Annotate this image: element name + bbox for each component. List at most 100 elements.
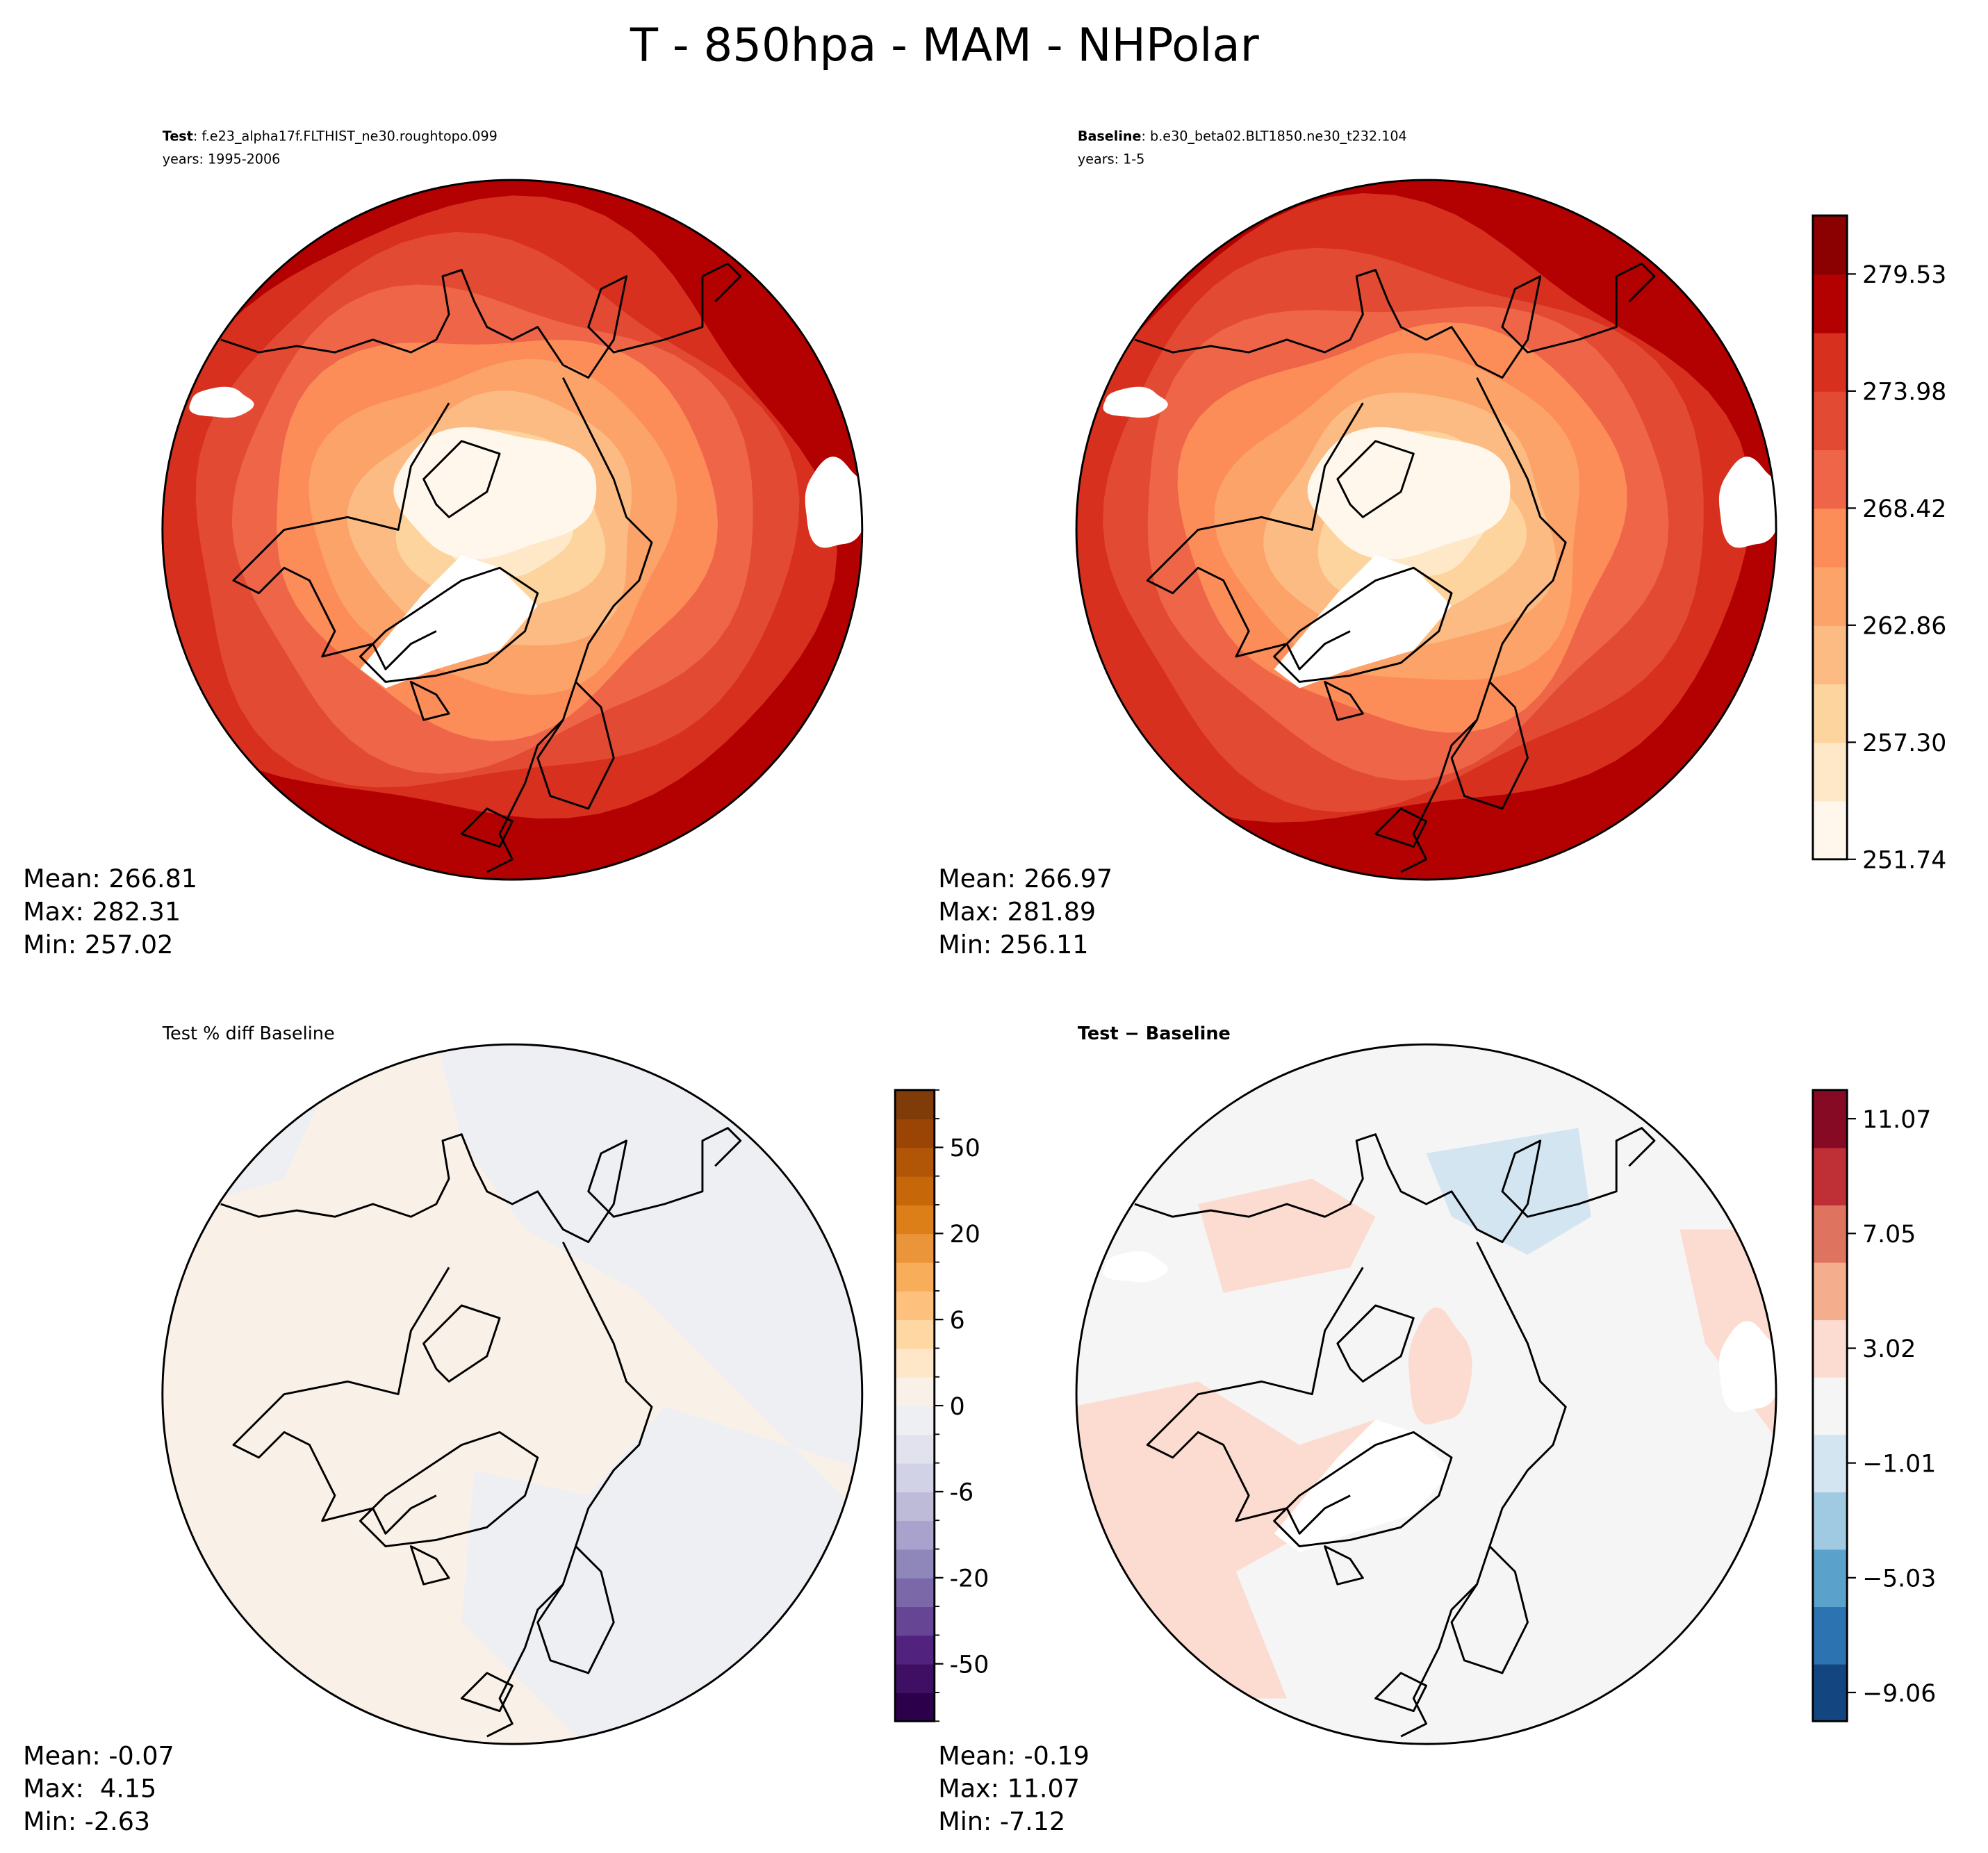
coastline [460, 1672, 514, 1713]
missing-data [189, 386, 254, 418]
contour-fill [436, 1044, 862, 1745]
colorbar-tick-label: 257.30 [1862, 730, 1946, 757]
colorbar-bin [895, 1549, 935, 1579]
colorbar-tick-label: 20 [950, 1221, 980, 1249]
test-max: Max: 282.31 [23, 896, 181, 926]
colorbar-bin [1812, 1147, 1848, 1205]
map-boundary [161, 179, 864, 881]
map-boundary [1075, 179, 1777, 881]
colorbar-diff: −9.06 −5.03 −1.01 3.02 7.05 11.07 [1812, 1089, 1936, 1722]
colorbar-bin [895, 1606, 935, 1636]
test-mean: Mean: 266.81 [23, 864, 197, 893]
colorbar-tick-label: 11.07 [1862, 1106, 1931, 1134]
colorbar-bin [895, 1663, 935, 1693]
coastline [536, 681, 615, 810]
colorbar-bin [895, 1577, 935, 1608]
colorbar-bin [1812, 1376, 1848, 1435]
coastline [220, 1127, 742, 1244]
coastline [536, 1545, 615, 1674]
coastline [1374, 1672, 1428, 1713]
colorbar-tick-label: 7.05 [1862, 1221, 1916, 1249]
colorbar-bin [1812, 1434, 1848, 1492]
coastline [1146, 402, 1364, 670]
colorbar-bin [895, 1376, 935, 1406]
coastline [1336, 1304, 1415, 1383]
missing-data [1274, 555, 1452, 689]
colorbar-tick-label: −1.01 [1862, 1450, 1936, 1478]
colorbar-tick-label: 273.98 [1862, 379, 1946, 406]
missing-data [1718, 456, 1777, 548]
test-subtitle: years: 1995-2006 [163, 151, 281, 167]
colorbar-tick-label: -50 [950, 1651, 989, 1679]
coastline [486, 1242, 653, 1738]
colorbar-bin [1812, 450, 1848, 509]
diff-mean: Mean: -0.19 [938, 1740, 1090, 1770]
map-test [162, 180, 862, 880]
colorbar-tick-label: 262.86 [1862, 613, 1946, 641]
baseline-title: Baseline: b.e30_beta02.BLT1850.ne30_t232… [1078, 128, 1407, 144]
colorbar-bin [895, 1406, 935, 1435]
colorbar-tick-label: 3.02 [1862, 1335, 1916, 1363]
map-diff [1076, 1044, 1777, 1745]
colorbar-bin [1812, 1606, 1848, 1665]
coastline [486, 377, 653, 873]
coastline [232, 402, 450, 670]
diff-title: Test − Baseline [1078, 1023, 1231, 1044]
coastline [220, 262, 742, 379]
diff-min: Min: -7.12 [938, 1806, 1065, 1836]
missing-data [1274, 1419, 1452, 1553]
missing-data [360, 555, 538, 689]
figure-title: T - 850hpa - MAM - NHPolar [630, 19, 1259, 72]
contour-fill [1426, 1128, 1591, 1255]
coastline [1134, 262, 1656, 379]
colorbar-bin [895, 1434, 935, 1464]
contour-fill [1307, 427, 1511, 560]
colorbar-bin [1812, 800, 1848, 860]
colorbar-bin [895, 1262, 935, 1292]
colorbar-bin [1812, 1319, 1848, 1378]
map-boundary [1075, 1043, 1777, 1745]
coastline [409, 680, 450, 721]
colorbar-bin [1812, 1262, 1848, 1321]
missing-data [1103, 1251, 1168, 1283]
pct-diff-mean: Mean: -0.07 [23, 1740, 174, 1770]
colorbar-bin [895, 1463, 935, 1492]
coastline [1273, 1431, 1453, 1547]
coastline [232, 1267, 450, 1535]
colorbar-bin [1812, 390, 1848, 451]
coastline [1324, 1545, 1364, 1586]
colorbar-bin [1812, 332, 1848, 392]
coastline [1374, 807, 1428, 848]
colorbar-tick-label: -20 [950, 1565, 989, 1593]
map-boundary [161, 1043, 864, 1745]
coastline [422, 440, 501, 518]
colorbar-tick-label: 0 [950, 1393, 965, 1421]
coastline [460, 807, 514, 848]
coastline [1400, 1242, 1567, 1738]
missing-data [1718, 1321, 1777, 1413]
coastline [359, 1431, 539, 1547]
colorbar-bin [1812, 1663, 1848, 1722]
colorbar-bin [1812, 1549, 1848, 1608]
colorbar-bin [895, 1119, 935, 1148]
colorbar-bin [1812, 566, 1848, 626]
colorbar-bin [895, 1635, 935, 1665]
colorbar-bin [1812, 215, 1848, 275]
coastline [1336, 440, 1415, 518]
colorbar-bin [895, 1089, 935, 1120]
colorbar-tick-label: 50 [950, 1135, 980, 1162]
baseline-subtitle: years: 1-5 [1078, 151, 1144, 167]
colorbar-tick-label: −5.03 [1862, 1565, 1936, 1593]
colorbar-bin [895, 1176, 935, 1205]
colorbar-bin [895, 1348, 935, 1378]
colorbar-frame [1812, 214, 1848, 861]
colorbar-bin [1812, 1089, 1848, 1148]
coastline [1134, 1127, 1656, 1244]
missing-data [805, 456, 862, 548]
colorbar-bin [895, 1233, 935, 1263]
colorbar-bin [895, 1319, 935, 1349]
diff-max: Max: 11.07 [938, 1774, 1080, 1804]
colorbar-tick-label: 6 [950, 1307, 965, 1335]
colorbar-bin [1812, 742, 1848, 802]
